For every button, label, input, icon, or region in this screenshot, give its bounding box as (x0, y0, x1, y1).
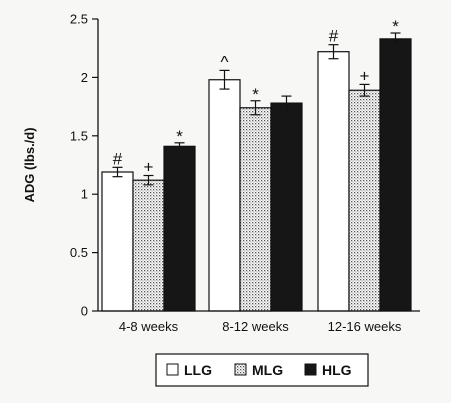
y-tick-label: 1 (81, 187, 88, 202)
x-tick-label: 8-12 weeks (222, 319, 289, 334)
significance-annotations: # + * ^ * # + * (113, 17, 399, 176)
bar-llg (208, 79, 241, 312)
legend-swatch-hlg (304, 363, 317, 376)
y-axis: 0 0.5 1 1.5 2 2.5 (70, 12, 99, 319)
annotation-symbol: * (392, 17, 399, 36)
annotation-symbol: + (360, 66, 370, 85)
bar-hlg (163, 145, 196, 312)
bar-mlg (239, 107, 272, 312)
legend-label-mlg: MLG (252, 362, 283, 378)
error-bars (112, 32, 401, 186)
bar-hlg (270, 102, 303, 312)
annotation-symbol: # (113, 149, 123, 168)
legend-label-llg: LLG (184, 362, 212, 378)
bar-hlg (379, 38, 412, 312)
y-tick-label: 2 (81, 70, 88, 85)
y-axis-title: ADG (lbs./d) (22, 127, 37, 202)
y-tick-label: 1.5 (70, 128, 88, 143)
legend-swatch-mlg (234, 363, 247, 376)
legend-label-hlg: HLG (322, 362, 352, 378)
y-tick-label: 0 (81, 304, 88, 319)
y-tick-label: 0.5 (70, 245, 88, 260)
y-tick-label: 2.5 (70, 12, 88, 27)
legend-box (155, 353, 369, 387)
annotation-symbol: * (252, 85, 259, 104)
bars (101, 38, 412, 312)
x-tick-label: 4-8 weeks (119, 319, 179, 334)
bar-mlg (348, 89, 381, 312)
bar-llg (317, 51, 350, 312)
annotation-symbol: ^ (221, 52, 229, 71)
annotation-symbol: # (329, 27, 339, 46)
legend: LLG MLG HLG (155, 353, 369, 387)
annotation-symbol: * (176, 127, 183, 146)
x-axis: 4-8 weeks 8-12 weeks 12-16 weeks (98, 310, 420, 334)
bar-llg (101, 171, 134, 312)
x-tick-label: 12-16 weeks (328, 319, 402, 334)
bar-mlg (132, 179, 165, 312)
legend-swatch-llg (166, 363, 179, 376)
annotation-symbol: + (144, 158, 154, 177)
